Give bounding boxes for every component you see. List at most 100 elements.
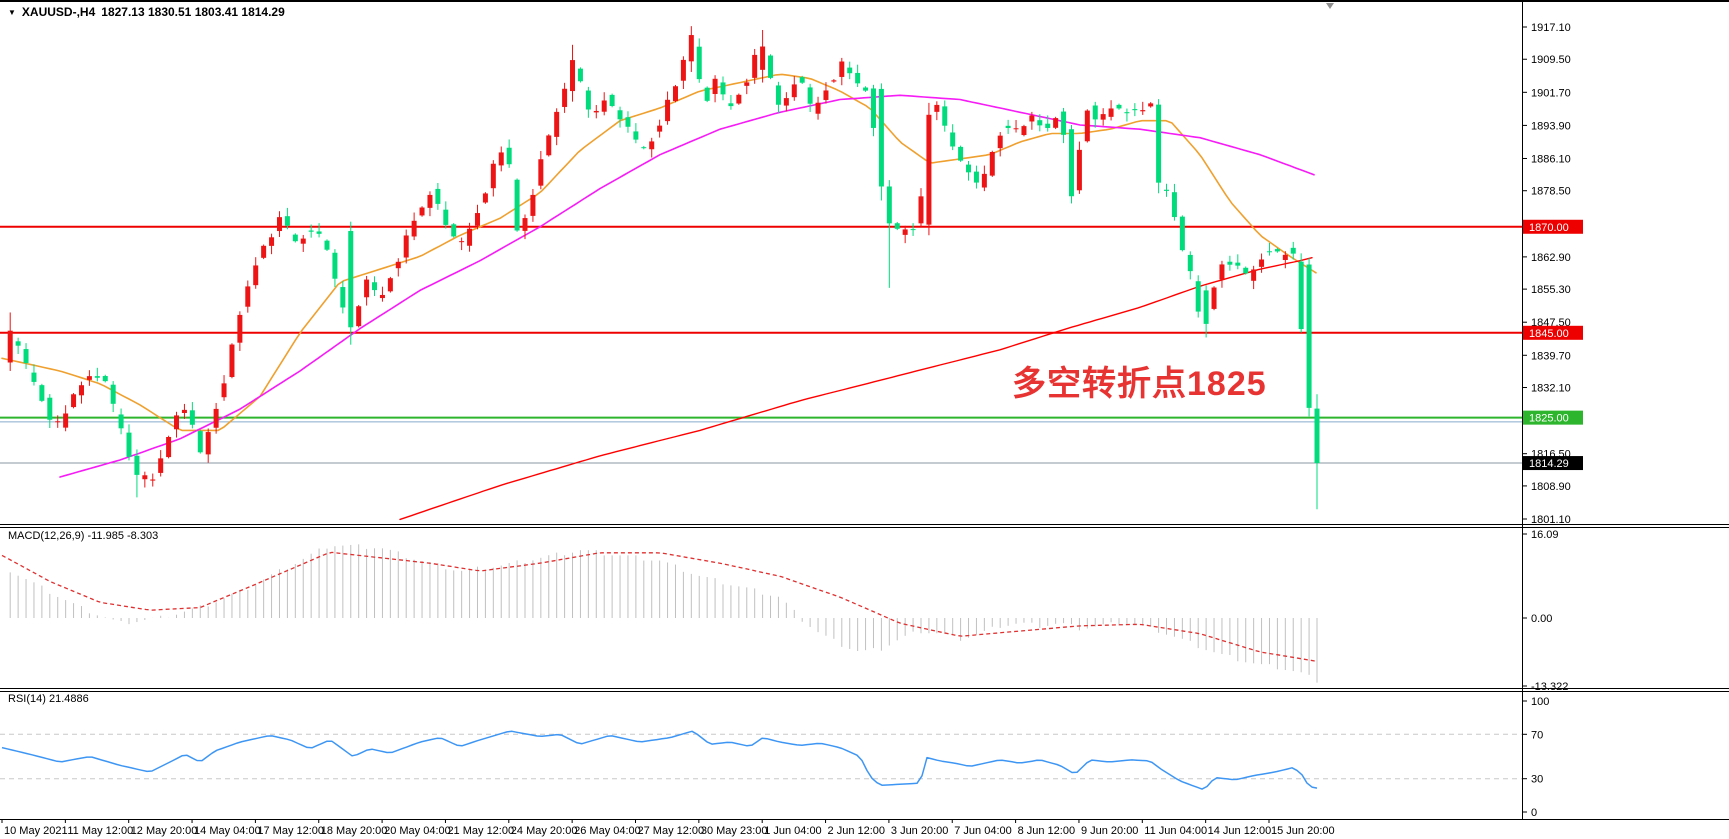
bull-candle[interactable] xyxy=(1053,118,1059,128)
bear-candle[interactable] xyxy=(1203,290,1209,324)
bear-candle[interactable] xyxy=(585,90,591,110)
bull-candle[interactable] xyxy=(379,294,385,299)
bull-candle[interactable] xyxy=(71,394,77,408)
bull-candle[interactable] xyxy=(300,238,306,244)
bull-candle[interactable] xyxy=(570,60,576,92)
bull-candle[interactable] xyxy=(593,110,599,113)
bull-candle[interactable] xyxy=(78,385,84,396)
bear-candle[interactable] xyxy=(807,87,813,104)
bull-candle[interactable] xyxy=(86,376,92,380)
bear-candle[interactable] xyxy=(332,252,338,279)
bull-candle[interactable] xyxy=(1100,114,1106,120)
bear-candle[interactable] xyxy=(728,103,734,107)
bull-candle[interactable] xyxy=(1029,115,1035,122)
bear-candle[interactable] xyxy=(633,131,639,140)
bull-candle[interactable] xyxy=(395,261,401,269)
bear-candle[interactable] xyxy=(284,216,290,226)
bull-candle[interactable] xyxy=(839,61,845,77)
bull-candle[interactable] xyxy=(181,409,187,413)
bear-candle[interactable] xyxy=(1037,120,1043,126)
bull-candle[interactable] xyxy=(498,152,504,166)
bull-candle[interactable] xyxy=(546,135,552,156)
bull-candle[interactable] xyxy=(554,111,560,137)
bear-candle[interactable] xyxy=(1290,247,1296,254)
bear-candle[interactable] xyxy=(435,188,441,204)
bear-candle[interactable] xyxy=(958,146,964,161)
bull-candle[interactable] xyxy=(672,86,678,102)
bear-candle[interactable] xyxy=(1156,104,1162,183)
bull-candle[interactable] xyxy=(1140,110,1146,112)
bear-candle[interactable] xyxy=(1171,192,1177,218)
bull-candle[interactable] xyxy=(562,88,568,107)
bear-candle[interactable] xyxy=(1132,109,1138,111)
bear-candle[interactable] xyxy=(316,231,322,234)
bull-candle[interactable] xyxy=(459,241,465,243)
bull-candle[interactable] xyxy=(166,437,172,458)
bull-candle[interactable] xyxy=(649,141,655,150)
bear-candle[interactable] xyxy=(1314,408,1320,464)
bear-candle[interactable] xyxy=(102,376,108,382)
bull-candle[interactable] xyxy=(1219,264,1225,280)
bear-candle[interactable] xyxy=(110,384,116,404)
bear-candle[interactable] xyxy=(1061,111,1067,135)
bear-candle[interactable] xyxy=(23,349,29,364)
bear-candle[interactable] xyxy=(1005,125,1011,129)
bull-candle[interactable] xyxy=(403,235,409,258)
bull-candle[interactable] xyxy=(712,78,718,95)
bull-candle[interactable] xyxy=(989,151,995,176)
bull-candle[interactable] xyxy=(174,415,180,430)
bull-candle[interactable] xyxy=(276,217,282,232)
bear-candle[interactable] xyxy=(878,88,884,187)
bull-candle[interactable] xyxy=(364,279,370,298)
bear-candle[interactable] xyxy=(768,55,774,78)
bear-candle[interactable] xyxy=(340,287,346,308)
bull-candle[interactable] xyxy=(665,99,671,122)
bear-candle[interactable] xyxy=(775,85,781,105)
bull-candle[interactable] xyxy=(918,196,924,224)
bear-candle[interactable] xyxy=(1266,251,1272,253)
bear-candle[interactable] xyxy=(696,46,702,80)
bear-candle[interactable] xyxy=(799,77,805,83)
chart-shift-marker-icon[interactable] xyxy=(1326,3,1334,9)
bull-candle[interactable] xyxy=(411,220,417,237)
bear-candle[interactable] xyxy=(1274,249,1280,252)
bull-candle[interactable] xyxy=(1013,128,1019,130)
bear-candle[interactable] xyxy=(324,240,330,250)
bull-candle[interactable] xyxy=(63,413,69,428)
bear-candle[interactable] xyxy=(15,341,21,346)
bear-candle[interactable] xyxy=(451,224,457,237)
bear-candle[interactable] xyxy=(94,376,100,378)
bull-candle[interactable] xyxy=(1282,254,1288,260)
bull-candle[interactable] xyxy=(997,135,1003,149)
price-axis[interactable]: 1917.10 1909.50 1901.70 1893.90 1886.10 1878.… xyxy=(1522,2,1583,819)
bear-candle[interactable] xyxy=(973,171,979,183)
bear-candle[interactable] xyxy=(1195,281,1201,312)
bull-candle[interactable] xyxy=(815,102,821,114)
bear-candle[interactable] xyxy=(118,414,124,429)
bull-candle[interactable] xyxy=(926,114,932,225)
bear-candle[interactable] xyxy=(1116,104,1122,109)
bear-candle[interactable] xyxy=(966,164,972,173)
bear-candle[interactable] xyxy=(126,432,132,457)
bull-candle[interactable] xyxy=(680,59,686,81)
bear-candle[interactable] xyxy=(704,87,710,101)
bear-candle[interactable] xyxy=(863,87,869,91)
bear-candle[interactable] xyxy=(47,397,53,420)
bear-candle[interactable] xyxy=(1243,267,1249,274)
bear-candle[interactable] xyxy=(641,147,647,149)
bear-candle[interactable] xyxy=(1164,189,1170,191)
bull-candle[interactable] xyxy=(474,213,480,226)
bear-candle[interactable] xyxy=(1092,105,1098,120)
bear-candle[interactable] xyxy=(720,82,726,95)
bear-candle[interactable] xyxy=(39,385,45,401)
bear-candle[interactable] xyxy=(506,147,512,165)
bull-candle[interactable] xyxy=(427,194,433,208)
bull-candle[interactable] xyxy=(213,408,219,428)
rsi-pane[interactable] xyxy=(0,730,1522,790)
bear-candle[interactable] xyxy=(942,106,948,126)
bear-candle[interactable] xyxy=(514,179,520,231)
bull-candle[interactable] xyxy=(522,218,528,231)
bull-candle[interactable] xyxy=(205,432,211,455)
bear-candle[interactable] xyxy=(855,72,861,84)
